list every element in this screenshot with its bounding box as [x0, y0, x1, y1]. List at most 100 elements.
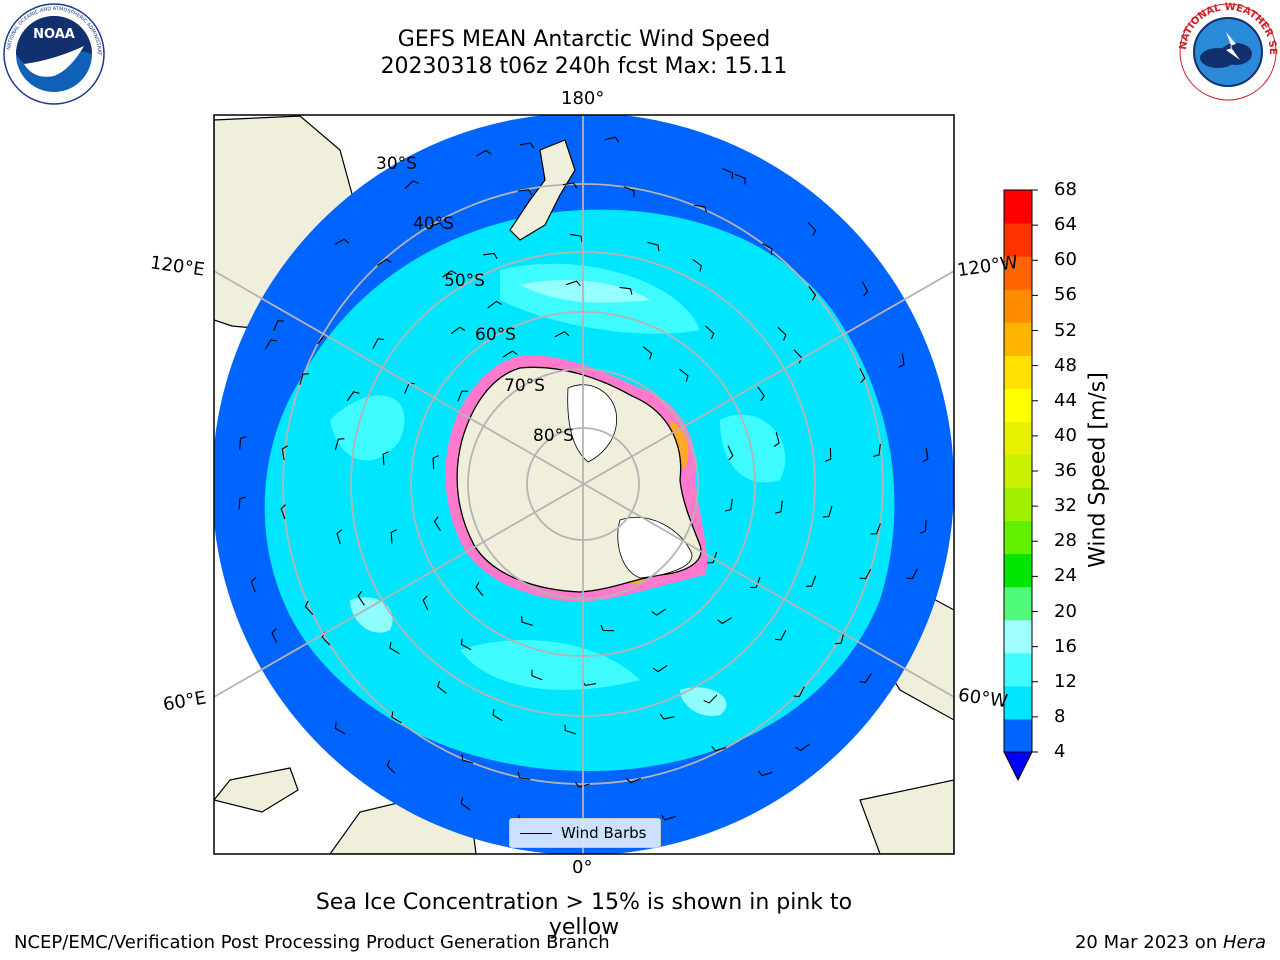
wind-barb [835, 632, 845, 645]
wind-barb [777, 326, 787, 341]
colorbar-segment [1004, 652, 1032, 687]
wind-barb [531, 669, 543, 681]
colorbar-tick-label: 48 [1054, 354, 1077, 376]
wind-barb [554, 331, 570, 338]
colorbar-tick-label: 8 [1054, 705, 1066, 727]
colorbar-tick-label: 44 [1054, 389, 1077, 411]
wind-barb [750, 576, 761, 588]
wind-barb [862, 281, 869, 297]
wind-barb [705, 325, 715, 340]
wind-barb [487, 300, 502, 309]
weddell-ice-shelf [617, 516, 693, 579]
wind-barb [727, 445, 734, 461]
wind-barb [659, 713, 675, 720]
wind-barb [651, 608, 667, 616]
wind-barb [357, 590, 365, 606]
wind-barb [822, 505, 833, 518]
wind-barb [919, 520, 927, 534]
wind-barb [461, 753, 474, 764]
wind-barb [521, 616, 533, 626]
lat-label-30s: 30°S [376, 154, 417, 174]
lat-label-60s: 60°S [475, 325, 516, 345]
wind-barb [757, 386, 765, 402]
wind-barb [492, 709, 503, 722]
wind-barb [281, 445, 288, 460]
colorbar-segment [1004, 223, 1032, 257]
wind-barb [386, 759, 396, 774]
legend-line-swatch [520, 832, 552, 834]
colorbar-segment [1004, 388, 1032, 422]
wind-barb [460, 638, 472, 651]
wind-barb [647, 241, 660, 252]
wind-barb [775, 500, 783, 514]
wind-barb [460, 797, 471, 811]
wind-barb [334, 722, 346, 735]
colorbar-tick-label: 12 [1054, 670, 1077, 692]
wind-barb [389, 642, 400, 655]
date-label: 20 Mar 2023 on [1074, 932, 1223, 953]
lat-label-70s: 70°S [504, 376, 545, 396]
wind-barb [873, 443, 881, 458]
wind-barb [404, 180, 419, 189]
colorbar-tick-label: 36 [1054, 460, 1077, 481]
colorbar-segment [1004, 421, 1032, 455]
wind-barb [722, 167, 734, 180]
colorbar-tick-label: 52 [1054, 319, 1077, 341]
wind-barb [437, 680, 447, 694]
wind-barb [476, 149, 492, 157]
wind-barbs-legend: Wind Barbs [509, 818, 661, 848]
wind-barb [390, 529, 397, 544]
wind-barb [717, 617, 732, 625]
colorbar-tick-label: 40 [1054, 424, 1077, 446]
machine-name: Hera [1222, 932, 1266, 953]
wind-barb [422, 595, 429, 611]
colorbar-tick-label: 20 [1054, 600, 1077, 622]
wind-barb [346, 391, 360, 402]
wind-barb [707, 552, 718, 564]
legend-label: Wind Barbs [561, 824, 647, 842]
meridian-lines [214, 115, 954, 854]
wind-barb [757, 770, 773, 777]
wind-barb [678, 368, 689, 382]
wind-barb [450, 326, 466, 335]
wind-barb [299, 373, 310, 385]
wind-barb [382, 451, 389, 466]
colorbar-tick-label: 68 [1054, 179, 1077, 200]
wind-barb [457, 390, 468, 402]
wind-barb [642, 346, 653, 360]
wind-barb [519, 142, 535, 149]
wind-barb [692, 258, 703, 272]
wind-barb [859, 673, 872, 684]
southern-africa-tip [859, 779, 954, 854]
wind-barb [565, 280, 581, 287]
colorbar-tick-label: 32 [1054, 495, 1077, 517]
lon-label-0: 0° [572, 857, 593, 878]
wind-barb [391, 711, 402, 724]
wind-barb [442, 270, 457, 278]
wind-barb [562, 182, 578, 189]
map-subtitle: 20230318 t06z 240h fcst Max: 15.11 [380, 54, 788, 79]
colorbar-tick-label: 28 [1054, 530, 1077, 552]
wind-barb [429, 222, 445, 229]
africa-landmass [214, 767, 299, 813]
wind-barb [922, 447, 929, 463]
lat-label-50s: 50°S [444, 271, 485, 291]
wind-barb [502, 350, 518, 358]
wind-barb [334, 238, 350, 246]
colorbar-segment [1004, 355, 1032, 389]
wind-barb [773, 432, 780, 447]
wind-speed-colorbar [1003, 189, 1038, 782]
colorbar-segment [1004, 454, 1032, 489]
wind-barb [711, 745, 727, 752]
wind-barb [824, 448, 832, 462]
wind-barb [517, 189, 533, 196]
colorbar-segment [1004, 190, 1032, 224]
wind-barb [795, 743, 810, 752]
wind-barb [475, 581, 484, 597]
colorbar-segment [1004, 718, 1032, 753]
wind-barb [808, 286, 817, 301]
wind-barb [517, 771, 531, 780]
colorbar-tick-label: 16 [1054, 635, 1077, 657]
wind-barb [619, 286, 633, 295]
colorbar-tick-label: 60 [1054, 249, 1077, 271]
